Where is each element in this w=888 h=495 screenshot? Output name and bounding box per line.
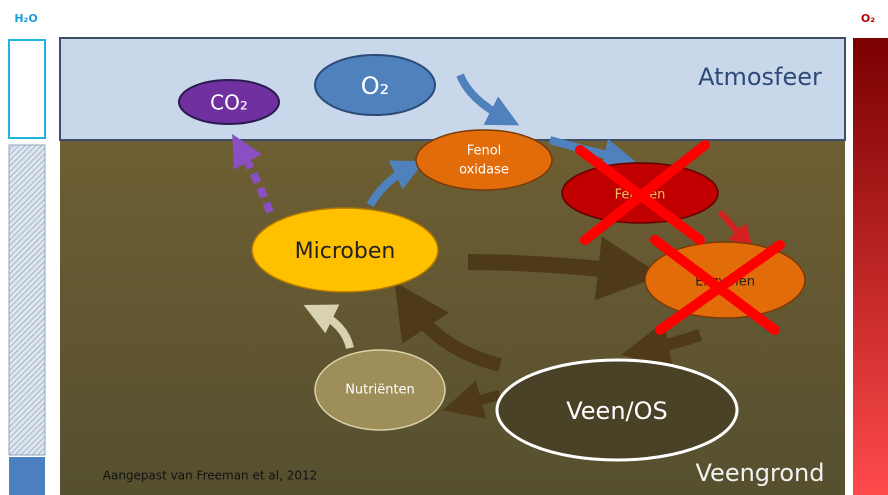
water-bar-hatched bbox=[8, 144, 46, 456]
arrow bbox=[442, 380, 502, 419]
node-label: CO₂ bbox=[210, 91, 248, 115]
arrow bbox=[303, 304, 354, 350]
node-nutrients bbox=[314, 349, 446, 431]
water-bar-empty bbox=[8, 39, 46, 139]
node-label: Microben bbox=[295, 239, 396, 264]
node-microbes bbox=[251, 207, 439, 293]
atmosphere-label: Atmosfeer bbox=[698, 63, 822, 91]
arrow bbox=[467, 236, 662, 301]
node-label: Veen/OS bbox=[566, 397, 668, 425]
water-label: H₂O bbox=[14, 12, 37, 25]
credit: Aangepast van Freeman et al, 2012 bbox=[103, 469, 317, 483]
arrow bbox=[456, 73, 520, 126]
soil-label: Veengrond bbox=[696, 459, 825, 487]
node-label: Fenol bbox=[467, 144, 502, 159]
arrow bbox=[366, 160, 425, 208]
oxygen-bar bbox=[853, 38, 888, 495]
arrow bbox=[621, 321, 702, 369]
arrow bbox=[232, 134, 274, 214]
node-label: oxidase bbox=[459, 163, 509, 178]
node-peat bbox=[495, 358, 739, 462]
node-o2 bbox=[314, 54, 436, 116]
node-co2 bbox=[178, 79, 280, 125]
oxygen-label: O₂ bbox=[861, 12, 875, 25]
node-label: Nutriënten bbox=[345, 383, 415, 398]
cross bbox=[575, 140, 785, 335]
water-bar-full bbox=[9, 457, 45, 495]
arrow bbox=[717, 210, 753, 249]
node-phenol-oxidase bbox=[415, 129, 553, 191]
node-label: O₂ bbox=[361, 72, 390, 100]
arrow bbox=[394, 281, 502, 372]
